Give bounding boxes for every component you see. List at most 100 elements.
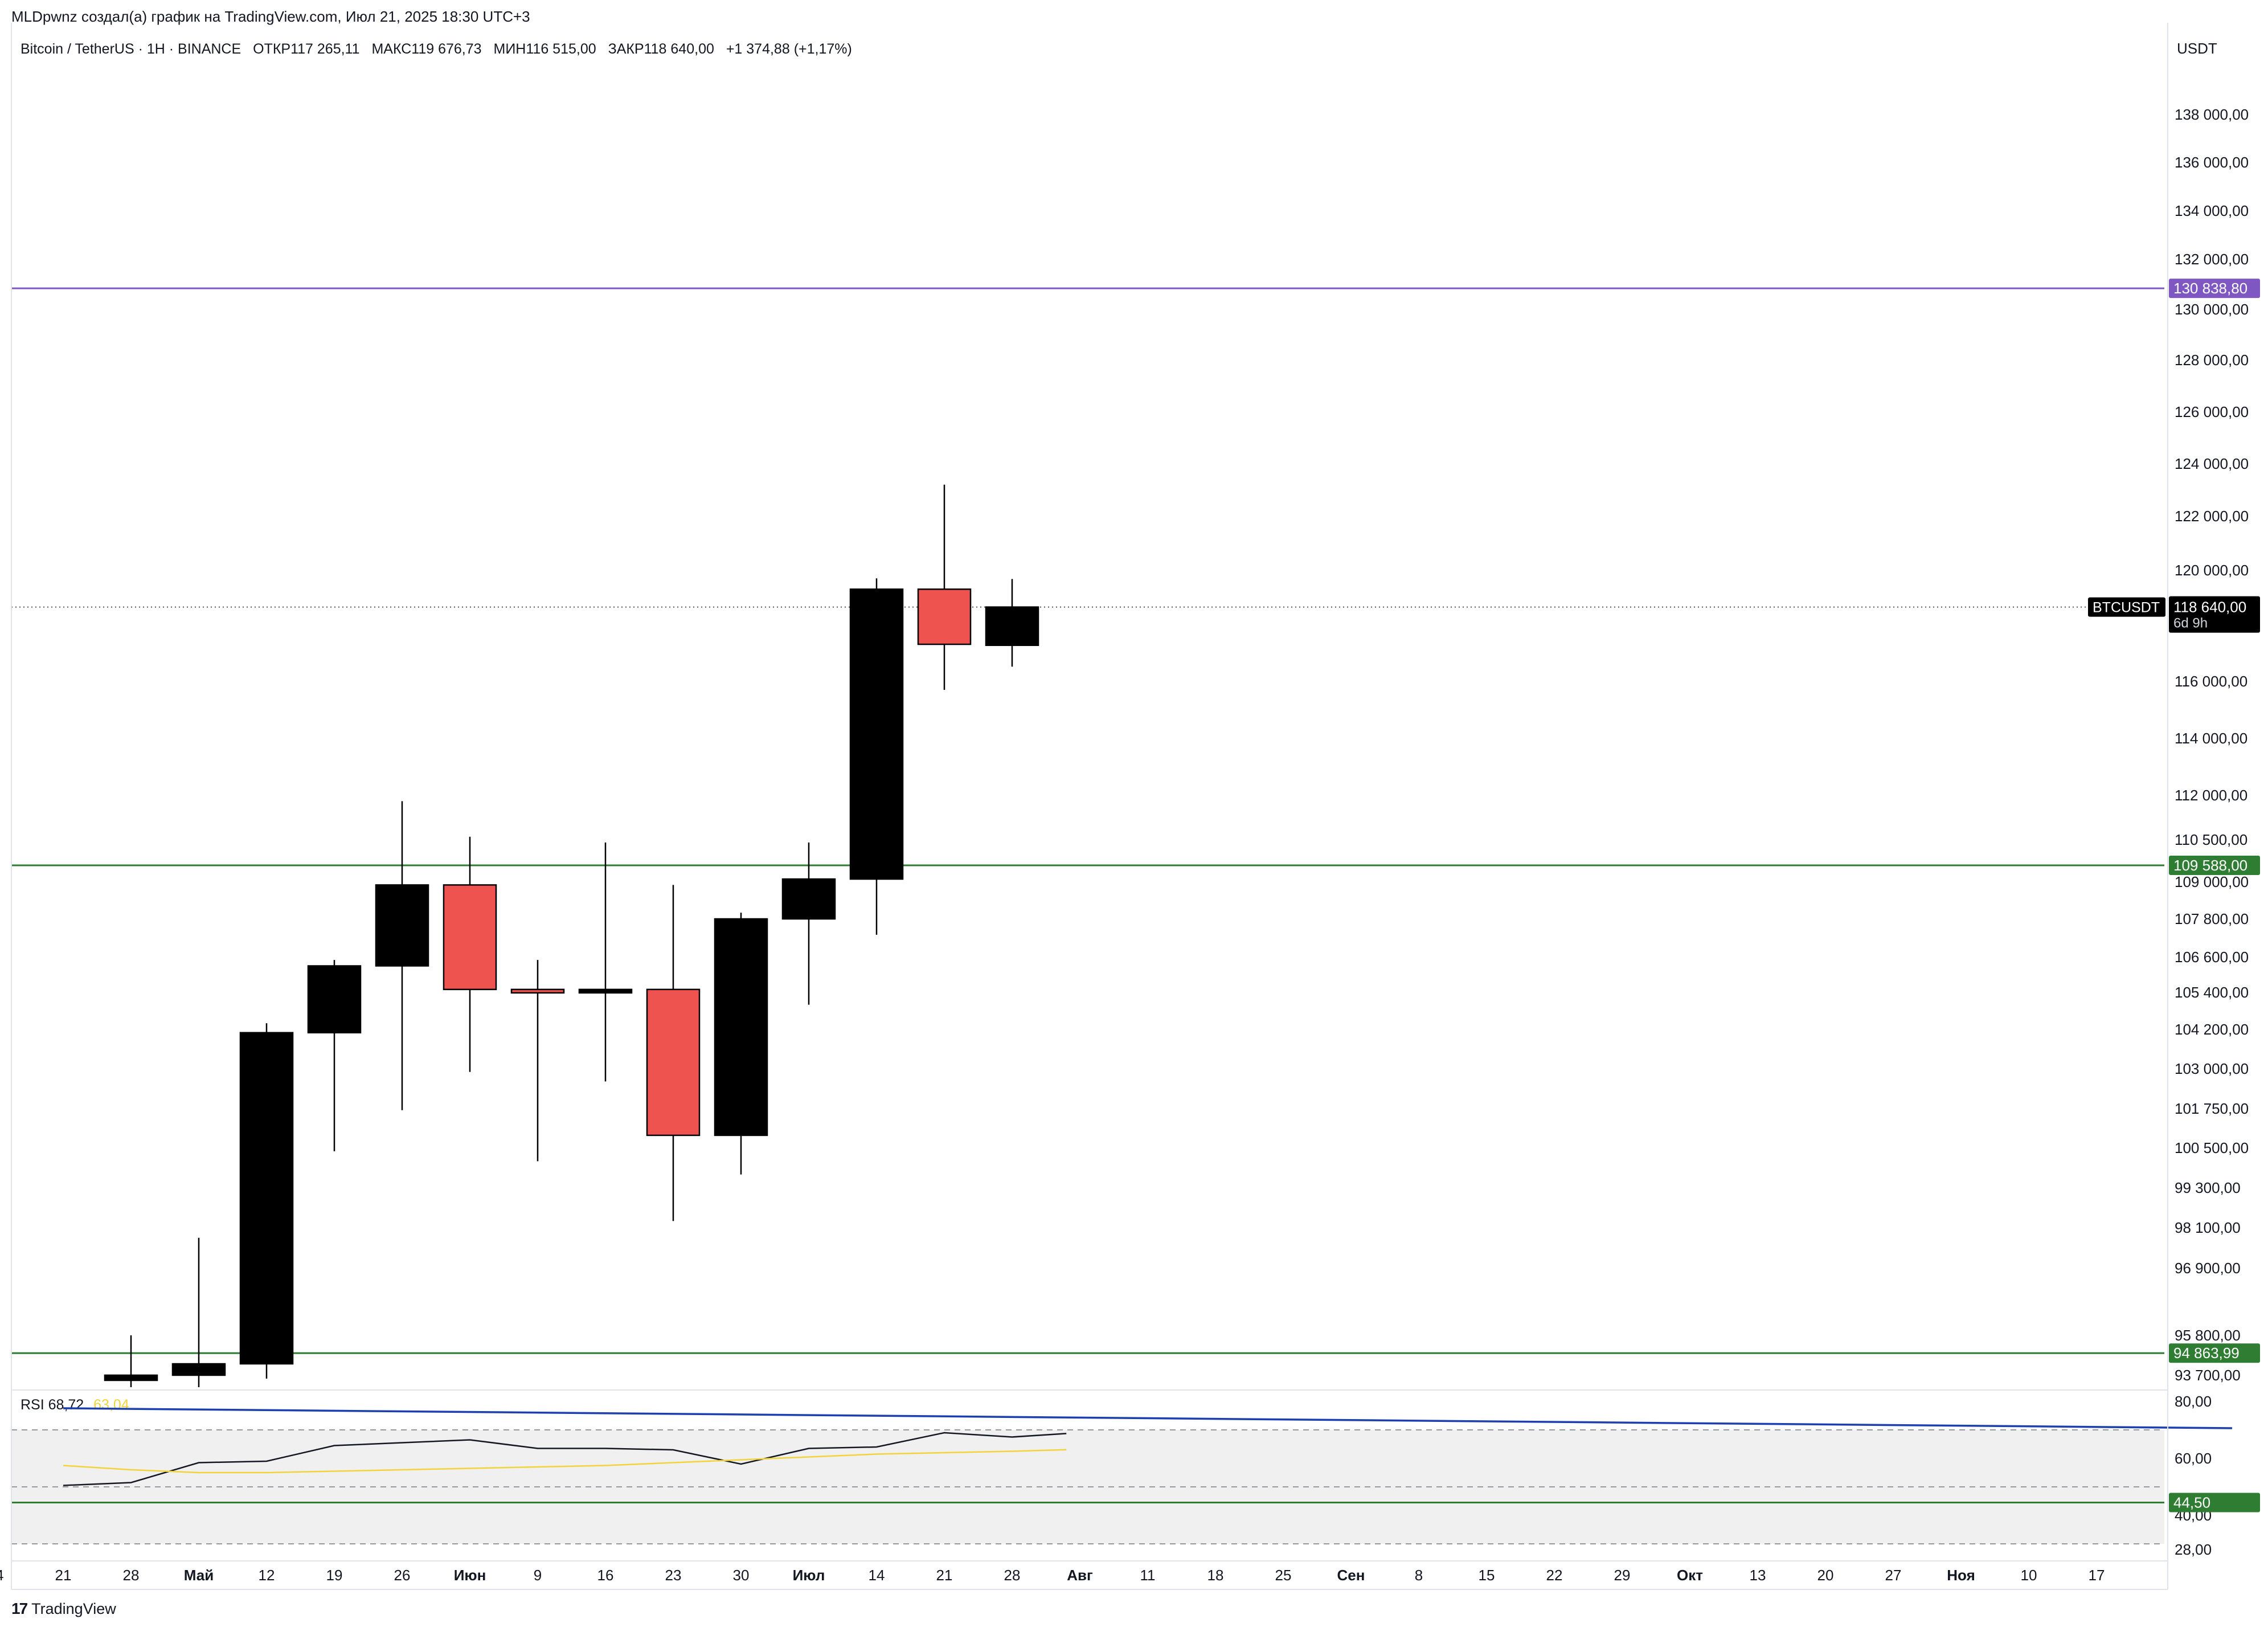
time-tick-label: 28 <box>1004 1567 1021 1584</box>
time-tick-label: 13 <box>1750 1567 1766 1584</box>
time-tick-label: 11 <box>1140 1567 1156 1584</box>
rsi-label[interactable]: RSI <box>21 1397 44 1413</box>
ohlc-high: МАКС119 676,73 <box>371 41 482 57</box>
rsi-tick-label: 80,00 <box>2175 1393 2212 1410</box>
time-tick-label: 22 <box>1546 1567 1563 1584</box>
time-tick-label: 29 <box>1614 1567 1631 1584</box>
rsi-legend: RSI 68,72 63,04 <box>21 1397 129 1413</box>
candle-body <box>849 588 904 880</box>
price-tick-label: 96 900,00 <box>2175 1260 2241 1277</box>
time-tick-label: 20 <box>1817 1567 1834 1584</box>
price-tick-label: 110 500,00 <box>2175 831 2247 848</box>
rsi-tick-label: 60,00 <box>2175 1450 2212 1467</box>
time-tick-label: 17 <box>2089 1567 2105 1584</box>
time-tick-label: Сен <box>1337 1567 1365 1584</box>
symbol-legend: Bitcoin / TetherUS · 1Н · BINANCE ОТКР11… <box>21 41 860 58</box>
symbol-tag-bg <box>2088 597 2165 617</box>
rsi-tick-label: 28,00 <box>2175 1541 2212 1558</box>
rsi-trend-line <box>63 1407 2233 1429</box>
time-tick-label: 18 <box>1207 1567 1224 1584</box>
price-tick-label: 114 000,00 <box>2175 730 2247 747</box>
time-tick-label: 23 <box>665 1567 682 1584</box>
price-tick-label: 93 700,00 <box>2175 1367 2241 1384</box>
time-tick-label: 16 <box>597 1567 614 1584</box>
rsi-ma-line <box>63 1449 1067 1474</box>
time-tick-label: 25 <box>1275 1567 1292 1584</box>
price-tick-label: 116 000,00 <box>2175 673 2247 690</box>
axis-labels: 93 700,00 95 800,00 96 900,00 98 100,00 99 3… <box>0 106 2260 1584</box>
time-tick-label: Май <box>184 1567 214 1584</box>
time-tick-label: 14 <box>0 1567 3 1584</box>
time-tick-label: Ноя <box>1947 1567 1975 1584</box>
price-tick-label: 101 750,00 <box>2175 1100 2249 1117</box>
candles <box>104 484 1039 1387</box>
candle-body <box>443 884 497 991</box>
price-tick-label: 120 000,00 <box>2175 562 2249 579</box>
time-tick-label: 27 <box>1885 1567 1902 1584</box>
time-tick-label: 28 <box>123 1567 140 1584</box>
candle-body <box>171 1363 226 1376</box>
rsi-background <box>11 1429 2164 1544</box>
price-tick-label: 106 600,00 <box>2175 949 2249 966</box>
price-tick-label: 122 000,00 <box>2175 508 2249 525</box>
time-tick-label: 9 <box>534 1567 542 1584</box>
price-tick-label: 112 000,00 <box>2175 787 2247 804</box>
tradingview-logo-icon: 17 <box>11 1600 28 1617</box>
price-level-badge: 130 838,80 <box>2173 280 2247 297</box>
rsi-line <box>63 1432 1067 1486</box>
rsi-value: 68,72 <box>48 1397 84 1413</box>
last-price-badge: 118 640,00 <box>2173 599 2246 616</box>
price-tick-label: 130 000,00 <box>2175 301 2249 318</box>
time-tick-label: Июл <box>793 1567 825 1584</box>
time-tick-label: 10 <box>2021 1567 2037 1584</box>
price-tick-label: 104 200,00 <box>2175 1021 2249 1038</box>
rsi-level-badge: 44,50 <box>2173 1494 2210 1511</box>
ohlc-low: МИН116 515,00 <box>493 41 596 57</box>
price-tick-label: 134 000,00 <box>2175 202 2249 219</box>
time-tick-label: Авг <box>1067 1567 1093 1584</box>
price-tick-label: 98 100,00 <box>2175 1219 2241 1236</box>
price-level-badge: 94 863,99 <box>2173 1344 2240 1362</box>
price-tick-label: 103 000,00 <box>2175 1060 2249 1077</box>
candle-body <box>104 1374 158 1381</box>
price-level-badge: 109 588,00 <box>2173 857 2247 874</box>
price-tick-label: 132 000,00 <box>2175 251 2249 268</box>
candle-body <box>781 878 836 920</box>
price-tick-label: 138 000,00 <box>2175 106 2249 123</box>
tradingview-logo[interactable]: 17 TradingView <box>11 1600 116 1618</box>
candle-body <box>375 884 429 967</box>
time-tick-label: Окт <box>1677 1567 1703 1584</box>
currency-label[interactable]: USDT <box>2177 40 2217 57</box>
candle-body <box>985 606 1039 646</box>
price-tick-label: 99 300,00 <box>2175 1179 2241 1196</box>
time-tick-label: 12 <box>259 1567 275 1584</box>
price-level-badge-bg <box>2169 1343 2260 1363</box>
ohlc-open: ОТКР117 265,11 <box>253 41 360 57</box>
time-tick-label: 30 <box>733 1567 750 1584</box>
time-tick-label: 14 <box>869 1567 885 1584</box>
candle-body <box>646 988 701 1137</box>
time-tick-label: 19 <box>326 1567 343 1584</box>
candle-body <box>510 988 565 994</box>
candle-body <box>917 588 972 645</box>
symbol-tag: BTCUSDT <box>2093 600 2160 616</box>
last-price-badge-bg <box>2169 596 2260 633</box>
tradingview-logo-text: TradingView <box>31 1600 116 1617</box>
price-tick-label: 126 000,00 <box>2175 403 2249 420</box>
price-tick-label: 136 000,00 <box>2175 154 2249 171</box>
ohlc-close: ЗАКР118 640,00 <box>608 41 714 57</box>
price-tick-label: 100 500,00 <box>2175 1139 2249 1156</box>
chart-attribution: MLDpwnz создал(а) график на TradingView.… <box>11 8 530 25</box>
rsi-level-badge-bg <box>2169 1493 2260 1512</box>
symbol-name[interactable]: Bitcoin / TetherUS · 1Н · BINANCE <box>21 41 241 57</box>
rsi-lines <box>11 1407 2233 1503</box>
candle-body <box>578 988 633 994</box>
time-tick-label: 15 <box>1479 1567 1495 1584</box>
price-tick-label: 128 000,00 <box>2175 351 2249 369</box>
time-tick-label: 21 <box>55 1567 72 1584</box>
rsi-ma-value: 63,04 <box>93 1397 129 1413</box>
price-tick-label: 107 800,00 <box>2175 910 2249 927</box>
horizontal-levels <box>11 287 2164 1354</box>
price-tick-label: 124 000,00 <box>2175 455 2249 472</box>
